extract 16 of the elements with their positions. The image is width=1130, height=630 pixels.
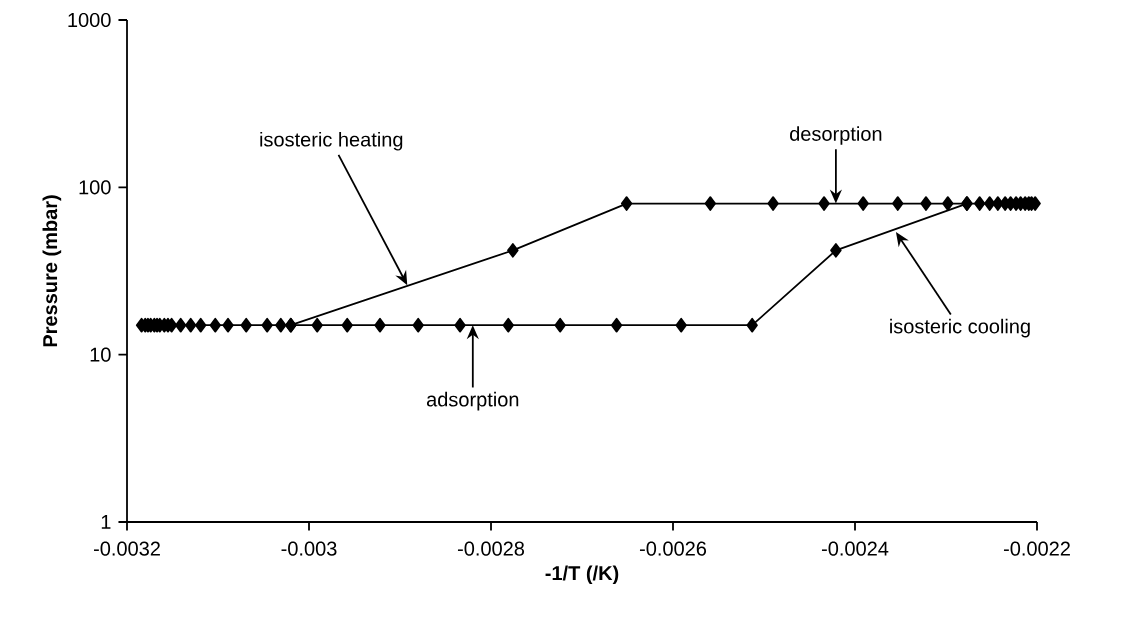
annotation: isosteric heating xyxy=(260,131,403,151)
y-tick-label: 1000 xyxy=(68,12,111,28)
annotation: desorption xyxy=(790,126,882,145)
x-tick-label: -0.0028 xyxy=(457,541,525,556)
x-tick-label: -0.0032 xyxy=(93,541,160,556)
annotation: isosteric cooling xyxy=(890,318,1030,338)
annotation: adsorption xyxy=(426,391,519,411)
x-tick-label: -0.003 xyxy=(281,541,337,556)
x-tick-label: -0.0022 xyxy=(1003,541,1070,556)
x-axis-title: -1/T (/K) xyxy=(545,565,619,585)
x-tick-label: -0.0026 xyxy=(639,541,707,556)
y-tick-label: 10 xyxy=(90,347,111,362)
y-tick-label: 100 xyxy=(79,180,111,195)
y-tick-label: 1 xyxy=(101,515,111,529)
y-axis-title: Pressure (mbar) xyxy=(42,195,62,347)
x-tick-label: -0.0024 xyxy=(821,541,889,556)
